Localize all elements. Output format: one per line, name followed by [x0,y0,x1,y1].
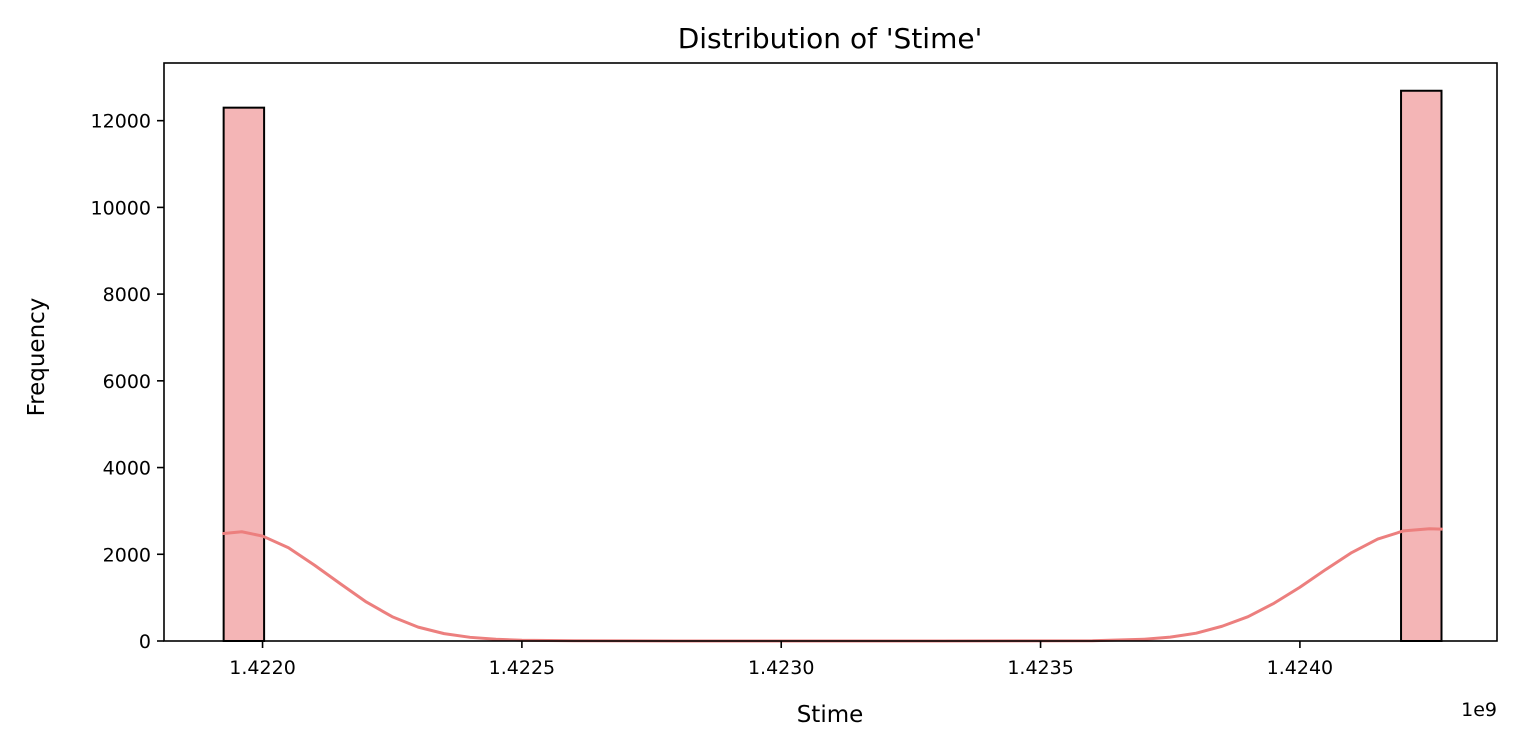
y-tick-label-5: 10000 [91,197,151,219]
x-tick-label-0: 1.4220 [229,657,295,679]
plot-frame [163,62,1498,642]
y-tick-label-1: 2000 [103,544,151,566]
y-tick-label-2: 4000 [103,458,151,480]
x-tick-label-2: 1.4230 [748,657,814,679]
y-axis-label: Frequency [24,298,50,417]
x-tick-label-3: 1.4235 [1007,657,1073,679]
histogram-bar-0 [222,106,266,642]
y-tick-label-3: 6000 [103,371,151,393]
y-tick-label-6: 12000 [91,111,151,133]
x-tick-label-4: 1.4240 [1267,657,1333,679]
x-axis-offset-label: 1e9 [1461,699,1497,721]
x-axis-label: Stime [797,702,864,728]
x-tick-label-1: 1.4225 [489,657,555,679]
y-axis-ticks: 0 2000 4000 6000 8000 10000 12000 [91,111,164,653]
chart-title: Distribution of 'Stime' [678,22,983,55]
histogram-bar-1 [1400,89,1443,643]
y-tick-label-0: 0 [139,631,151,653]
histogram-bars [222,89,1443,643]
y-tick-label-4: 8000 [103,284,151,306]
x-axis-ticks: 1.4220 1.4225 1.4230 1.4235 1.4240 [229,641,1333,679]
